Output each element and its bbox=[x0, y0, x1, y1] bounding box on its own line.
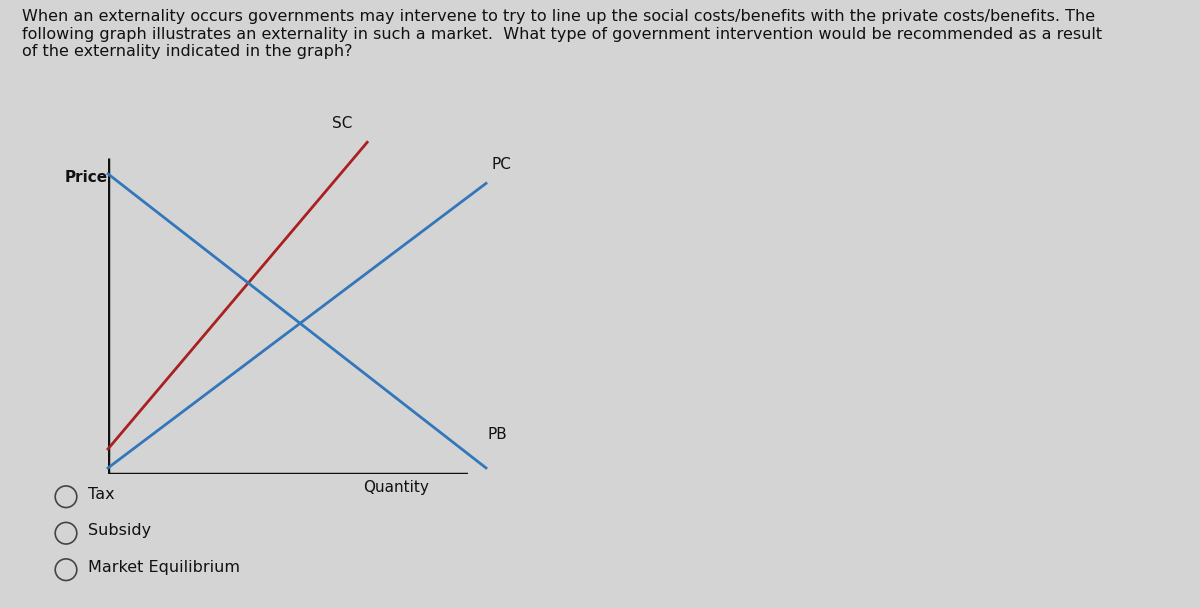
Text: PB: PB bbox=[487, 427, 506, 442]
Text: Tax: Tax bbox=[88, 486, 114, 502]
Text: Subsidy: Subsidy bbox=[88, 523, 151, 538]
Text: SC: SC bbox=[332, 116, 352, 131]
Text: Quantity: Quantity bbox=[364, 480, 428, 496]
Text: PC: PC bbox=[492, 157, 512, 171]
Text: When an externality occurs governments may intervene to try to line up the socia: When an externality occurs governments m… bbox=[22, 9, 1102, 59]
Text: Market Equilibrium: Market Equilibrium bbox=[88, 559, 240, 575]
Text: Price: Price bbox=[65, 170, 108, 185]
